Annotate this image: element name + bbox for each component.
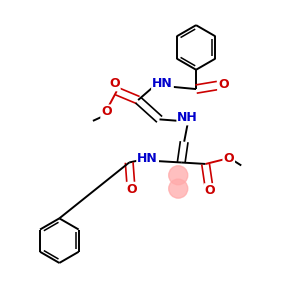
Text: O: O <box>127 183 137 196</box>
Text: HN: HN <box>152 76 173 90</box>
Text: O: O <box>224 152 234 165</box>
Text: O: O <box>101 106 112 118</box>
Circle shape <box>169 179 188 198</box>
Text: O: O <box>218 78 229 92</box>
Text: HN: HN <box>137 152 158 164</box>
Circle shape <box>169 166 188 185</box>
Text: O: O <box>109 77 120 90</box>
Text: NH: NH <box>177 111 198 124</box>
Text: O: O <box>205 184 215 197</box>
